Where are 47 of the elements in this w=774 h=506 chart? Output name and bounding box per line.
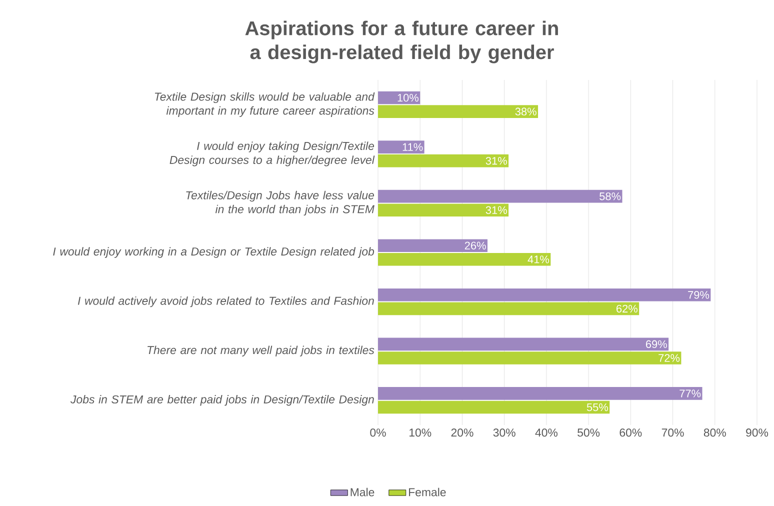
x-tick-label: 30%	[493, 428, 516, 437]
bar	[378, 400, 610, 414]
y-tick-label: I would enjoy working in a Design or Textile Design related job	[53, 247, 374, 258]
x-tick-label: 50%	[578, 428, 600, 437]
y-tick-label: Jobs in STEM are better paid jobs in Design/Textile Design	[70, 395, 374, 406]
bar	[378, 105, 538, 118]
data-label: 38%	[515, 108, 536, 116]
x-tick-label: 0%	[370, 428, 386, 437]
data-label: 72%	[658, 354, 680, 362]
bar	[378, 302, 640, 316]
data-label: 11%	[402, 143, 423, 151]
legend-label: Female	[409, 488, 446, 496]
bar	[378, 352, 682, 364]
y-tick-label: There are not many well paid jobs in textiles	[148, 346, 374, 356]
bar	[378, 154, 509, 168]
data-label: 10%	[398, 94, 419, 102]
x-tick-label: 10%	[410, 428, 432, 437]
data-label: 41%	[528, 256, 550, 264]
bar	[378, 204, 509, 217]
data-label: 69%	[646, 340, 667, 348]
x-tick-label: 90%	[746, 428, 768, 437]
x-tick-label: 70%	[662, 428, 684, 437]
data-label: 31%	[486, 156, 507, 165]
x-tick-label: 40%	[535, 428, 558, 437]
data-label: 26%	[464, 242, 486, 250]
bar	[378, 338, 669, 351]
legend-label: Male	[350, 488, 374, 496]
y-tick-label: I would enjoy taking Design/Textile Design courses to a higher/degree level	[170, 142, 375, 166]
data-label: 58%	[600, 192, 621, 200]
bar	[378, 239, 488, 252]
data-label: 31%	[486, 206, 507, 214]
data-label: 55%	[586, 403, 608, 412]
bar	[378, 190, 622, 203]
bar	[378, 252, 551, 266]
x-tick-label: 60%	[620, 428, 642, 437]
bar	[378, 140, 424, 154]
x-tick-label: 80%	[704, 428, 726, 437]
data-label: 79%	[688, 291, 710, 299]
data-label: 77%	[680, 390, 701, 398]
y-tick-label: Textiles/Design Jobs have less value in the world than jobs in STEM	[186, 190, 374, 216]
chart-title: Aspirations for a future career in a design-related field by gender	[245, 20, 558, 64]
y-tick-label: Textile Design skills would be valuable and important in my future career aspirations	[154, 92, 375, 117]
bar	[378, 387, 702, 400]
y-tick-label: I would actively avoid jobs related to Textiles and Fashion	[78, 296, 374, 308]
bar	[378, 288, 711, 302]
data-label: 62%	[616, 304, 638, 313]
x-tick-label: 20%	[451, 428, 474, 437]
